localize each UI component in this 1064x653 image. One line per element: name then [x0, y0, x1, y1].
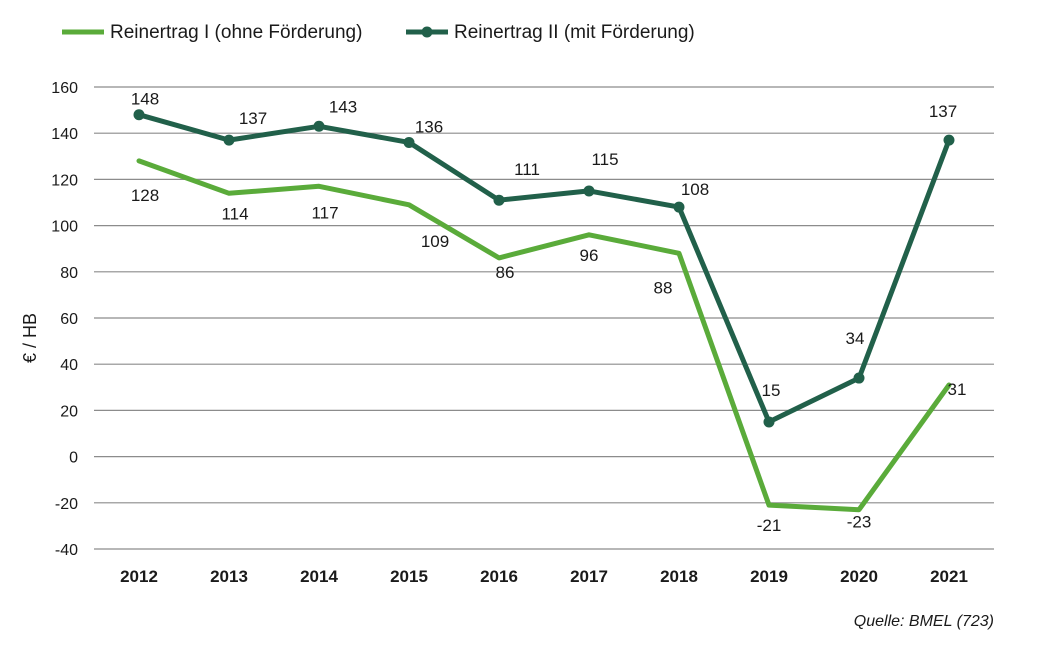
data-point	[403, 136, 415, 148]
source-note: Quelle: BMEL (723)	[854, 613, 994, 630]
data-label: 96	[580, 246, 599, 265]
x-tick-label: 2016	[480, 567, 518, 586]
legend-label: Reinertrag II (mit Förderung)	[454, 22, 695, 43]
x-tick-label: 2012	[120, 567, 158, 586]
y-tick-label: 0	[69, 450, 78, 467]
x-tick-label: 2014	[300, 567, 338, 586]
x-tick-label: 2015	[390, 567, 428, 586]
data-label: 114	[221, 204, 248, 223]
data-label: 137	[239, 109, 267, 128]
data-label: 31	[948, 380, 967, 399]
data-label: 108	[681, 180, 709, 199]
x-tick-label: 2021	[930, 567, 968, 586]
y-tick-label: 20	[60, 403, 78, 420]
data-label: 115	[591, 150, 618, 169]
data-point	[853, 372, 865, 384]
data-label: 128	[131, 186, 159, 205]
y-tick-label: 80	[60, 265, 78, 282]
data-point	[763, 416, 775, 428]
y-tick-label: 40	[60, 357, 78, 374]
legend-label: Reinertrag I (ohne Förderung)	[110, 22, 362, 43]
data-point	[223, 134, 235, 146]
data-labels: 128 114 117 109 86 96 88 -21 -23 31 148 137 143 136 11…	[131, 90, 967, 535]
x-tick-label: 2020	[840, 567, 878, 586]
data-label: 88	[654, 278, 673, 297]
series-line-2	[136, 112, 952, 425]
series-line-1	[136, 158, 952, 513]
data-point	[133, 109, 145, 121]
gridlines	[94, 86, 994, 550]
legend-marker	[421, 26, 433, 38]
y-tick-label: 60	[60, 311, 78, 328]
data-label: -23	[847, 513, 872, 532]
x-tick-label: 2013	[210, 567, 248, 586]
x-tick-label: 2019	[750, 567, 788, 586]
y-axis-ticks: -40 -20 0 20 40 60 80 100 120 140 160	[51, 80, 78, 559]
data-point	[583, 185, 595, 197]
series-lines	[133, 109, 955, 513]
data-label: -21	[757, 516, 782, 535]
data-label: 143	[329, 97, 357, 116]
x-axis-ticks: 2012 2013 2014 2015 2016 2017 2018 2019 2020 2021	[120, 567, 968, 586]
data-label: 136	[415, 117, 443, 136]
y-tick-label: 160	[51, 80, 78, 97]
data-point	[943, 134, 955, 146]
data-label: 109	[421, 232, 449, 251]
x-tick-label: 2018	[660, 567, 698, 586]
data-point	[313, 120, 325, 132]
x-tick-label: 2017	[570, 567, 608, 586]
data-point	[673, 201, 685, 213]
data-point	[493, 194, 505, 206]
y-tick-label: 120	[51, 172, 78, 189]
y-tick-label: 140	[51, 126, 78, 143]
y-tick-label: -20	[55, 496, 78, 513]
data-label: 111	[514, 160, 540, 179]
data-label: 86	[496, 263, 515, 282]
data-label: 15	[762, 381, 781, 400]
legend: Reinertrag I (ohne Förderung) Reinertrag …	[62, 22, 695, 43]
data-label: 137	[929, 102, 957, 121]
data-label: 34	[846, 329, 865, 348]
data-label: 117	[311, 203, 338, 222]
y-tick-label: 100	[51, 219, 78, 236]
data-label: 148	[131, 90, 159, 109]
y-axis-title: € / HB	[20, 313, 40, 363]
y-tick-label: -40	[55, 542, 78, 559]
